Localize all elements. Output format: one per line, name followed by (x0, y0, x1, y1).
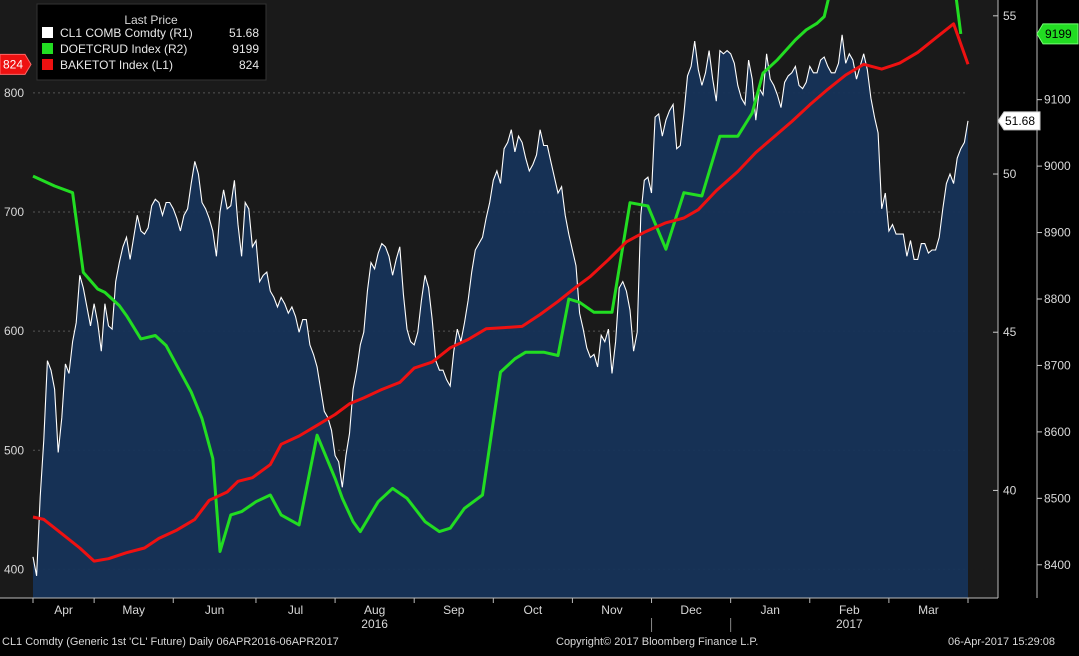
x-year-label: 2017 (836, 617, 863, 631)
right2-tick-label: 8800 (1044, 292, 1071, 306)
x-month-label: Feb (839, 603, 860, 617)
right1-last-tag-label: 51.68 (1005, 114, 1035, 128)
legend-label: BAKETOT Index (L1) (60, 58, 173, 72)
x-month-label: Oct (524, 603, 543, 617)
x-month-label: Dec (680, 603, 701, 617)
left-axis: 400 500 600 700 800 (4, 86, 24, 576)
x-year-label: 2016 (361, 617, 388, 631)
legend-swatch (42, 59, 53, 70)
left-tick-label: 800 (4, 86, 24, 100)
footer: CL1 Comdty (Generic 1st 'CL' Future) Dai… (0, 633, 1079, 651)
right1-tick-label: 50 (1003, 167, 1017, 181)
series-line-baketot (32, 22, 970, 563)
legend-value: 9199 (232, 42, 259, 56)
footer-copyright: Copyright© 2017 Bloomberg Finance L.P. (556, 636, 759, 648)
right-axes: 40 45 50 55 8400 8500 8600 8700 8800 8900 9000 9100 (993, 0, 1071, 598)
x-month-label: Mar (918, 603, 939, 617)
legend-box (36, 3, 267, 81)
legend-label: CL1 COMB Comdty (R1) (60, 26, 193, 40)
right2-last-tag (1036, 23, 1079, 45)
right1-tick-label: 55 (1003, 9, 1017, 23)
last-value-tags: 824 51.68 9199 (0, 23, 1079, 131)
footer-timestamp: 06-Apr-2017 15:29:08 (948, 636, 1056, 648)
x-axis: Apr May Jun Jul Aug Sep Oct Nov Dec Jan Feb Mar 2016… (0, 597, 998, 632)
right2-last-tag-label: 9199 (1045, 27, 1072, 41)
left-last-tag-label: 824 (3, 57, 23, 71)
right2-tick-label: 8500 (1044, 491, 1071, 505)
x-month-label: Jun (205, 603, 224, 617)
x-month-label: May (122, 603, 145, 617)
legend-value: 824 (239, 58, 259, 72)
legend-title: Last Price (124, 13, 178, 27)
left-tick-label: 700 (4, 205, 24, 219)
x-month-label: Nov (601, 603, 622, 617)
right2-tick-label: 8700 (1044, 358, 1071, 372)
left-last-tag (0, 53, 32, 75)
right2-tick-label: 9100 (1044, 93, 1071, 107)
left-tick-label: 500 (4, 443, 24, 457)
x-month-label: Sep (443, 603, 465, 617)
x-month-label: Jul (288, 603, 303, 617)
legend-value: 51.68 (229, 26, 259, 40)
x-month-label: Jan (761, 603, 780, 617)
right2-tick-label: 8600 (1044, 425, 1071, 439)
left-tick-label: 600 (4, 324, 24, 338)
x-month-label: Aug (364, 603, 385, 617)
left-tick-label: 400 (4, 562, 24, 576)
right1-tick-label: 45 (1003, 325, 1017, 339)
series-line-doetcrud (32, 0, 963, 553)
right2-tick-label: 9000 (1044, 159, 1071, 173)
series-line-cl1 (32, 34, 969, 577)
right2-tick-label: 8400 (1044, 558, 1071, 572)
right1-tick-label: 40 (1003, 483, 1017, 497)
legend-swatch (42, 27, 53, 38)
right2-tick-label: 8900 (1044, 226, 1071, 240)
x-month-label: Apr (54, 603, 73, 617)
right1-last-tag (997, 111, 1041, 131)
line-layer (32, 0, 970, 563)
legend-label: DOETCRUD Index (R2) (60, 42, 187, 56)
legend-swatch (42, 43, 53, 54)
footer-left: CL1 Comdty (Generic 1st 'CL' Future) Dai… (2, 636, 339, 648)
